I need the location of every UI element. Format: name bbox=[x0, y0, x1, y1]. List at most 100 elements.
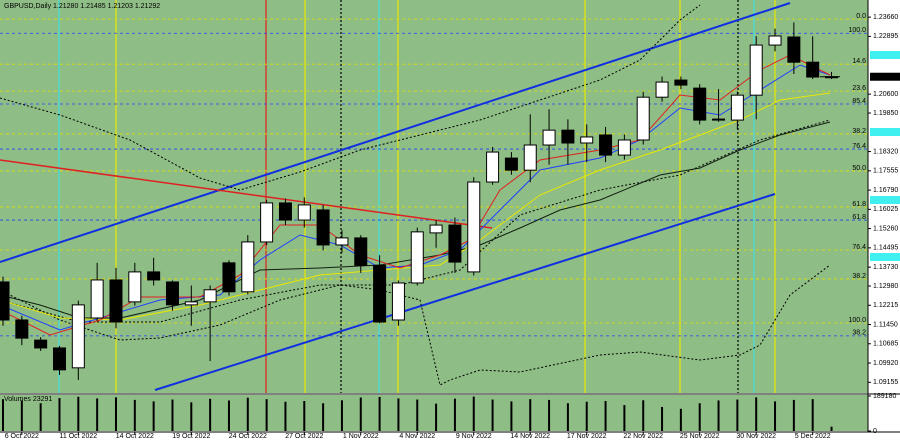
candle-body bbox=[128, 271, 142, 303]
x-tick-label: 14 Oct 2022 bbox=[116, 433, 154, 440]
volume-bar bbox=[510, 401, 513, 431]
volume-bar bbox=[736, 399, 739, 431]
candle-body bbox=[542, 129, 556, 146]
candle-body bbox=[391, 282, 405, 321]
candle-body bbox=[749, 44, 763, 96]
chart-header: GBPUSD,Daily 1.21280 1.21485 1.21203 1.2… bbox=[4, 3, 160, 10]
volume-bar bbox=[303, 401, 306, 431]
candle-body bbox=[693, 87, 707, 121]
volume-bar bbox=[2, 399, 4, 431]
candle-body bbox=[109, 279, 123, 323]
candle-body bbox=[730, 94, 744, 121]
volume-bar bbox=[265, 399, 268, 431]
candle-body bbox=[354, 237, 368, 266]
candle-body bbox=[373, 264, 387, 323]
x-tick-label: 17 Nov 2022 bbox=[567, 433, 607, 440]
fib-label: 61.8 bbox=[852, 214, 866, 221]
x-tick-label: 27 Oct 2022 bbox=[285, 433, 323, 440]
y-tick-label: 1.14495 bbox=[873, 245, 898, 252]
candle-body bbox=[90, 279, 104, 319]
volume-name: Volumes bbox=[4, 396, 31, 403]
candles bbox=[0, 22, 839, 431]
volume-bar bbox=[623, 405, 626, 431]
candle-body bbox=[523, 144, 537, 171]
candle-body bbox=[467, 181, 481, 273]
volume-last: 23291 bbox=[33, 396, 53, 403]
x-tick-label: 9 Nov 2022 bbox=[456, 433, 492, 440]
fib-label: 100.0 bbox=[848, 27, 866, 34]
volume-bar bbox=[529, 399, 532, 431]
candle-body bbox=[203, 289, 217, 303]
candle-body bbox=[561, 129, 575, 144]
quote: 1.21292 bbox=[135, 3, 160, 10]
fib-label: 76.4 bbox=[852, 244, 866, 251]
x-tick-label: 1 Nov 2022 bbox=[343, 433, 379, 440]
candle-body bbox=[15, 319, 29, 339]
volume-bar bbox=[20, 400, 23, 431]
candle-body bbox=[52, 347, 66, 371]
candle-body bbox=[768, 35, 782, 46]
volume-bar bbox=[114, 397, 117, 431]
volume-bar bbox=[642, 400, 645, 431]
volume-bar bbox=[755, 397, 758, 431]
quote: 1.21203 bbox=[108, 3, 133, 10]
volume-bar bbox=[566, 403, 569, 431]
y-tick-label: 1.12215 bbox=[873, 302, 898, 309]
fib-label: 23.6 bbox=[852, 85, 866, 92]
quote: 1.21280 bbox=[53, 3, 78, 10]
x-tick-label: 5 Dec 2022 bbox=[795, 433, 831, 440]
candle-body bbox=[655, 81, 669, 98]
volume-bar bbox=[340, 400, 343, 431]
x-tick-label: 22 Nov 2022 bbox=[623, 433, 663, 440]
volume-bar bbox=[322, 403, 325, 431]
fib-label: 76.4 bbox=[852, 143, 866, 150]
x-tick-label: 19 Oct 2022 bbox=[172, 433, 210, 440]
y-tick-label: 1.13730 bbox=[873, 264, 898, 271]
volume-bar bbox=[491, 399, 494, 431]
y-tick-label: 1.23660 bbox=[873, 14, 898, 21]
x-tick-label: 24 Oct 2022 bbox=[229, 433, 267, 440]
candle-body bbox=[165, 281, 179, 306]
candle-body bbox=[316, 209, 330, 246]
volume-bar bbox=[133, 399, 136, 431]
axis-highlights bbox=[870, 51, 900, 261]
candle-body bbox=[448, 224, 462, 263]
volume-bar bbox=[830, 426, 833, 431]
candle-body bbox=[504, 157, 518, 171]
y-tick-label: 1.15260 bbox=[873, 225, 898, 232]
volume-bar bbox=[416, 399, 419, 431]
volume-bar bbox=[39, 403, 42, 431]
volume-tick-label: 189180 bbox=[873, 393, 896, 400]
y-tick-label: 1.10685 bbox=[873, 341, 898, 348]
candle-body bbox=[674, 79, 688, 86]
volume-bar bbox=[435, 403, 438, 431]
candle-body bbox=[806, 61, 820, 78]
volume-bar bbox=[96, 398, 99, 431]
y-tick-label: 1.20600 bbox=[873, 91, 898, 98]
x-tick-label: 6 Oct 2022 bbox=[5, 433, 39, 440]
volume-bar bbox=[472, 396, 475, 431]
y-tick-label: 1.17555 bbox=[873, 168, 898, 175]
candle-body bbox=[335, 237, 349, 246]
volume-bar bbox=[359, 397, 362, 431]
volume-bar bbox=[585, 401, 588, 431]
volume-bar bbox=[717, 400, 720, 431]
x-tick-label: 25 Nov 2022 bbox=[680, 433, 720, 440]
candle-body bbox=[241, 241, 255, 293]
y-tick-label: 1.09920 bbox=[873, 360, 898, 367]
candle-body bbox=[147, 271, 161, 281]
volume-bar bbox=[698, 403, 701, 431]
x-tick-label: 30 Nov 2022 bbox=[736, 433, 776, 440]
volume-bar bbox=[284, 401, 287, 431]
candle-body bbox=[486, 151, 500, 183]
last-price-label: 1.21292 bbox=[873, 74, 898, 81]
volume-bar bbox=[548, 399, 551, 431]
volume-title: Volumes 23291 bbox=[4, 396, 52, 403]
volume-bar bbox=[190, 402, 193, 431]
fib-label: 14.6 bbox=[852, 58, 866, 65]
candle-body bbox=[617, 139, 631, 156]
volume-bar bbox=[227, 400, 230, 431]
